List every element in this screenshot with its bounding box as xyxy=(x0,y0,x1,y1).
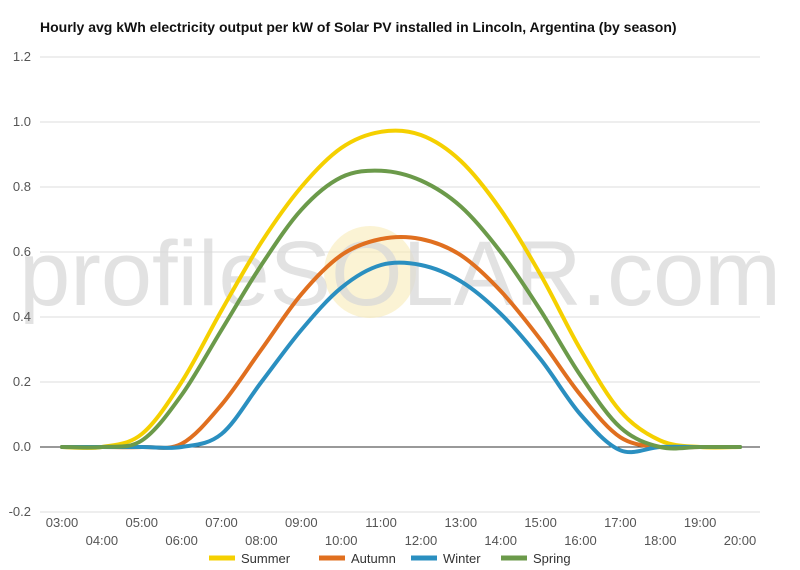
legend-label: Spring xyxy=(533,551,571,566)
x-tick-label: 08:00 xyxy=(245,533,278,548)
series-lines xyxy=(60,128,742,455)
watermark-sun-icon xyxy=(324,226,416,318)
x-axis: 03:00 04:00 05:00 06:00 07:00 08:00 09:00 10:00… xyxy=(46,515,757,548)
y-tick-label: 0.8 xyxy=(13,179,31,194)
x-tick-label: 09:00 xyxy=(285,515,318,530)
y-tick-label: -0.2 xyxy=(9,504,31,519)
x-tick-label: 17:00 xyxy=(604,515,637,530)
legend-label: Winter xyxy=(443,551,481,566)
x-tick-label: 06:00 xyxy=(165,533,198,548)
x-tick-label: 07:00 xyxy=(205,515,238,530)
x-tick-label: 10:00 xyxy=(325,533,358,548)
y-tick-label: 1.2 xyxy=(13,49,31,64)
legend-label: Autumn xyxy=(351,551,396,566)
y-tick-label: 1.0 xyxy=(13,114,31,129)
x-tick-label: 20:00 xyxy=(724,533,757,548)
x-tick-label: 14:00 xyxy=(484,533,517,548)
x-tick-label: 19:00 xyxy=(684,515,717,530)
y-tick-label: 0.6 xyxy=(13,244,31,259)
x-tick-label: 16:00 xyxy=(564,533,597,548)
x-tick-label: 03:00 xyxy=(46,515,79,530)
y-axis: -0.2 0.0 0.2 0.4 0.6 0.8 1.0 1.2 xyxy=(9,49,31,519)
series-line-spring xyxy=(60,168,742,451)
x-tick-label: 05:00 xyxy=(125,515,158,530)
y-tick-label: 0.4 xyxy=(13,309,31,324)
legend-label: Summer xyxy=(241,551,291,566)
y-tick-label: 0.0 xyxy=(13,439,31,454)
x-tick-label: 15:00 xyxy=(524,515,557,530)
x-tick-label: 13:00 xyxy=(445,515,478,530)
chart-title: Hourly avg kWh electricity output per kW… xyxy=(40,19,677,35)
y-tick-label: 0.2 xyxy=(13,374,31,389)
legend: Summer Autumn Winter Spring xyxy=(209,551,571,566)
x-tick-label: 18:00 xyxy=(644,533,677,548)
watermark-text: profileSOLAR.com xyxy=(19,223,781,325)
series-line-winter xyxy=(60,260,742,455)
x-tick-label: 12:00 xyxy=(405,533,438,548)
series-line-autumn xyxy=(60,234,742,450)
watermark: profileSOLAR.com xyxy=(19,223,781,325)
x-tick-label: 11:00 xyxy=(365,515,397,530)
x-tick-label: 04:00 xyxy=(86,533,119,548)
series-line-summer xyxy=(60,128,742,450)
